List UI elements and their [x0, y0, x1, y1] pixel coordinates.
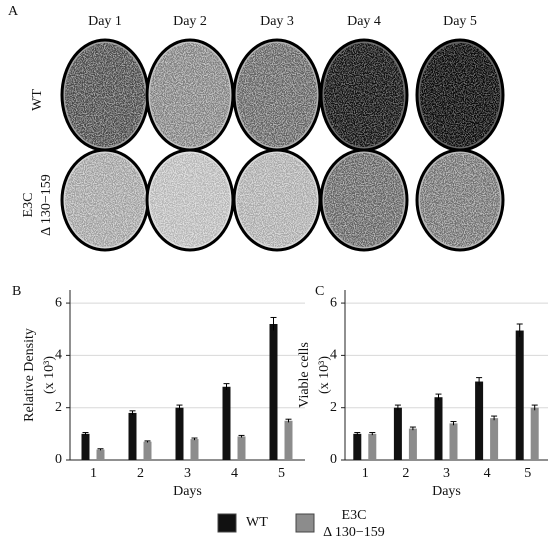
- y-tick-label: 2: [55, 400, 62, 415]
- y-tick-label: 4: [55, 348, 62, 363]
- plate-speckle: [324, 43, 404, 147]
- plate-speckle: [150, 153, 230, 247]
- bar: [284, 420, 293, 460]
- bar: [408, 428, 417, 460]
- y-axis-label: (x 10³): [317, 356, 332, 394]
- x-tick-label: 4: [484, 466, 491, 481]
- bar: [237, 436, 246, 460]
- y-tick-label: 0: [55, 452, 62, 467]
- bar: [434, 397, 443, 460]
- day-label: Day 3: [260, 14, 294, 29]
- x-axis-label: Days: [173, 484, 202, 499]
- bar: [96, 449, 105, 460]
- bar: [143, 441, 152, 460]
- plate-speckle: [420, 153, 500, 247]
- panel-label: A: [8, 4, 19, 19]
- plate-speckle: [65, 153, 145, 247]
- x-tick-label: 1: [90, 466, 97, 481]
- plate-speckle: [420, 43, 500, 147]
- bar: [530, 407, 539, 460]
- y-tick-label: 6: [55, 295, 62, 310]
- day-label: Day 1: [88, 14, 122, 29]
- x-tick-label: 2: [402, 466, 409, 481]
- bar: [475, 381, 484, 460]
- bar: [353, 433, 362, 460]
- plate-images: [60, 38, 505, 252]
- y-axis-label: (x 10³): [42, 356, 57, 394]
- x-axis-label: Days: [432, 484, 461, 499]
- plate-speckle: [65, 43, 145, 147]
- bar: [175, 407, 184, 460]
- bar: [393, 407, 402, 460]
- plate-speckle: [237, 153, 317, 247]
- bar: [449, 423, 458, 460]
- row-label: E3C: [21, 193, 36, 218]
- y-tick-label: 4: [330, 348, 337, 363]
- legend-swatch: [295, 513, 315, 533]
- y-tick-label: 0: [330, 452, 337, 467]
- panel-label: C: [315, 284, 324, 299]
- bar: [368, 433, 377, 460]
- legend-label: Δ 130−159: [323, 525, 385, 540]
- x-tick-label: 3: [443, 466, 450, 481]
- x-tick-label: 3: [184, 466, 191, 481]
- bar: [269, 324, 278, 460]
- row-label: Δ 130−159: [39, 174, 54, 236]
- x-tick-label: 2: [137, 466, 144, 481]
- y-axis-label: Relative Density: [22, 328, 37, 422]
- plate-speckle: [324, 153, 404, 247]
- plate-speckle: [150, 43, 230, 147]
- x-tick-label: 5: [524, 466, 531, 481]
- bar: [490, 418, 499, 460]
- day-label: Day 2: [173, 14, 207, 29]
- day-label: Day 5: [443, 14, 477, 29]
- x-tick-label: 1: [362, 466, 369, 481]
- plate-speckle: [237, 43, 317, 147]
- x-tick-label: 4: [231, 466, 238, 481]
- y-tick-label: 6: [330, 295, 337, 310]
- bar: [190, 439, 199, 460]
- plate-rim: [415, 148, 505, 252]
- row-label: WT: [30, 89, 45, 111]
- bar: [128, 412, 137, 460]
- panel-label: B: [12, 284, 21, 299]
- y-axis-label: Viable cells: [297, 342, 312, 408]
- plate-rim: [319, 148, 409, 252]
- bar: [515, 330, 524, 460]
- x-tick-label: 5: [278, 466, 285, 481]
- bar: [81, 433, 90, 460]
- legend-swatch: [217, 513, 237, 533]
- day-label: Day 4: [347, 14, 381, 29]
- bar: [222, 386, 231, 460]
- legend-label: E3C: [342, 508, 367, 523]
- legend-label: WT: [246, 515, 268, 530]
- y-tick-label: 2: [330, 400, 337, 415]
